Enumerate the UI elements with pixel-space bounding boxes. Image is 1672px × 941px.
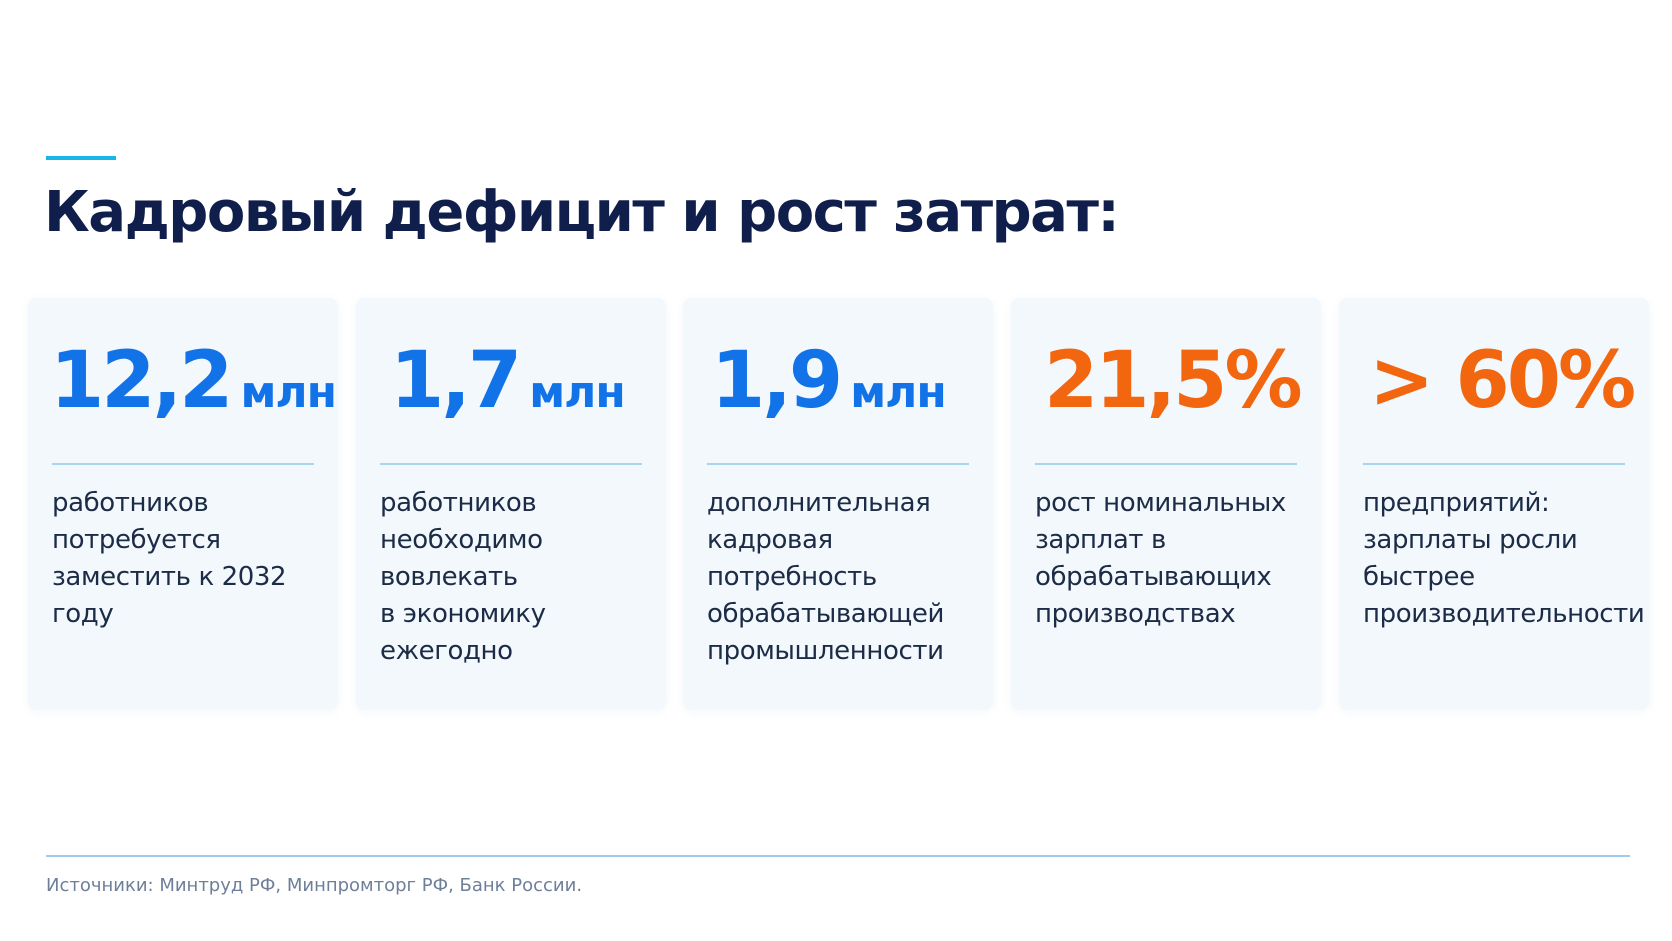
stat-card-wage-growth: 21,5% рост номинальных зарплат в обрабат… — [1011, 298, 1321, 710]
stat-value: > 60% — [1369, 336, 1636, 426]
stat-unit: млн — [850, 367, 947, 418]
card-divider — [707, 463, 969, 465]
source-note: Источники: Минтруд РФ, Минпромторг РФ, Б… — [46, 875, 583, 896]
stat-card-annual-involvement: 1,7 млн работников необходимо вовлекать в… — [356, 298, 666, 710]
stat-description: работников необходимо вовлекать в эконом… — [380, 488, 546, 666]
stat-card-manufacturing-demand: 1,9 млн дополнительная кадровая потребнос… — [683, 298, 993, 710]
footer-divider — [46, 855, 1630, 857]
card-divider — [52, 463, 314, 465]
stat-card-enterprise-share: > 60% предприятий: зарплаты росли быстре… — [1339, 298, 1649, 710]
card-divider — [380, 463, 642, 465]
stat-description: дополнительная кадровая потребность обра… — [707, 488, 944, 666]
stat-figure: > 60% — [1369, 338, 1649, 424]
stat-figure: 12,2 млн — [50, 338, 338, 424]
stat-description: работников потребуется заместить к 2032 … — [52, 488, 287, 629]
card-divider — [1363, 463, 1625, 465]
stat-value: 21,5% — [1044, 336, 1303, 426]
stat-figure: 1,7 млн — [390, 338, 666, 424]
stat-unit: млн — [240, 367, 337, 418]
stat-figure: 1,9 млн — [711, 338, 993, 424]
stat-value: 1,7 — [390, 336, 522, 426]
stat-value: 1,9 — [711, 336, 843, 426]
stat-description: предприятий: зарплаты росли быстрее прои… — [1363, 488, 1645, 629]
title-accent-bar — [46, 156, 116, 160]
stat-card-replacement: 12,2 млн работников потребуется заместить… — [28, 298, 338, 710]
page-title: Кадровый дефицит и рост затрат: — [44, 180, 1120, 245]
stat-description: рост номинальных зарплат в обрабатывающи… — [1035, 488, 1286, 629]
stat-value: 12,2 — [50, 336, 233, 426]
stat-cards: 12,2 млн работников потребуется заместить… — [28, 298, 1649, 710]
stat-figure: 21,5% — [1044, 338, 1321, 424]
stat-unit: млн — [529, 367, 626, 418]
card-divider — [1035, 463, 1297, 465]
